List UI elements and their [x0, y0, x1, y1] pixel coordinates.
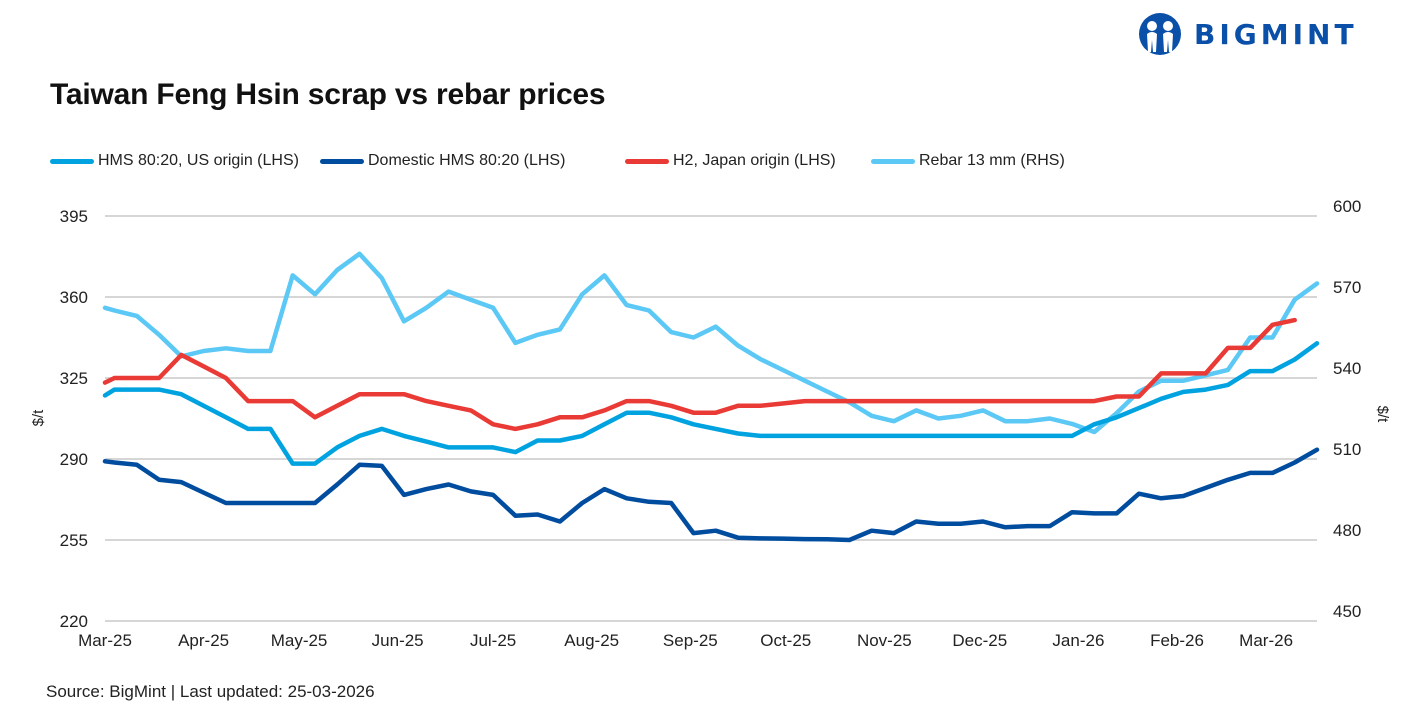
y-right-tick-label: 510: [1333, 440, 1361, 459]
x-tick-label: Oct-25: [760, 631, 811, 650]
x-tick-label: Aug-25: [564, 631, 619, 650]
legend-label: H2, Japan origin (LHS): [673, 152, 836, 169]
x-tick-label: Feb-26: [1150, 631, 1204, 650]
legend-swatch: [320, 158, 364, 164]
legend-swatch: [871, 158, 915, 164]
series-3: [102, 251, 1320, 435]
series-2: [102, 317, 1297, 432]
y-left-tick-label: 220: [60, 612, 88, 631]
x-tick-label: Apr-25: [178, 631, 229, 650]
y-axis-right-label: $/t: [1374, 406, 1391, 424]
legend-swatch: [625, 158, 669, 164]
series-1: [102, 447, 1320, 543]
source-note: Source: BigMint | Last updated: 25-03-20…: [46, 682, 375, 701]
y-right-tick-label: 480: [1333, 521, 1361, 540]
legend-item-h2-japan: H2, Japan origin (LHS): [625, 152, 836, 170]
y-right-tick-label: 540: [1333, 359, 1361, 378]
series-0: [102, 341, 1320, 466]
people-logo-icon: [1139, 13, 1181, 55]
legend-item-domestic-hms: Domestic HMS 80:20 (LHS): [320, 152, 565, 170]
legend-label: HMS 80:20, US origin (LHS): [98, 152, 299, 169]
series-line: [102, 341, 1320, 466]
series-lines: [102, 251, 1320, 543]
y-axis-left-label: $/t: [30, 409, 47, 427]
y-axis-right-ticks: 450 480 510 540 570 600: [1333, 197, 1361, 621]
y-axis-left-ticks: 220 255 290 325 360 395: [60, 207, 88, 631]
x-tick-label: Dec-25: [952, 631, 1007, 650]
x-tick-label: Nov-25: [857, 631, 912, 650]
x-tick-label: Jan-26: [1052, 631, 1104, 650]
y-left-tick-label: 255: [60, 531, 88, 550]
legend-item-hms-us: HMS 80:20, US origin (LHS): [50, 152, 299, 170]
x-tick-label: Jun-25: [372, 631, 424, 650]
y-left-tick-label: 395: [60, 207, 88, 226]
x-tick-label: May-25: [271, 631, 328, 650]
y-left-tick-label: 290: [60, 450, 88, 469]
legend-swatch: [50, 158, 94, 164]
x-tick-label: Mar-26: [1239, 631, 1293, 650]
x-axis-ticks: Mar-25 Apr-25 May-25 Jun-25 Jul-25 Aug-25 Sep-…: [78, 631, 1293, 650]
x-tick-label: Sep-25: [663, 631, 718, 650]
legend-item-rebar: Rebar 13 mm (RHS): [871, 152, 1065, 170]
legend-label: Domestic HMS 80:20 (LHS): [368, 152, 566, 169]
y-right-tick-label: 450: [1333, 602, 1361, 621]
legend-label: Rebar 13 mm (RHS): [919, 152, 1065, 169]
y-right-tick-label: 570: [1333, 278, 1361, 297]
y-right-tick-label: 600: [1333, 197, 1361, 216]
x-tick-label: Jul-25: [470, 631, 516, 650]
gridlines: [105, 215, 1317, 622]
logo-text: BIGMINT: [1194, 17, 1358, 51]
y-left-tick-label: 360: [60, 288, 88, 307]
series-line: [102, 251, 1320, 435]
x-tick-label: Mar-25: [78, 631, 132, 650]
chart-title: Taiwan Feng Hsin scrap vs rebar prices: [50, 78, 606, 111]
bigmint-logo: BIGMINT: [1138, 12, 1358, 56]
series-line: [102, 447, 1320, 543]
y-left-tick-label: 325: [60, 369, 88, 388]
